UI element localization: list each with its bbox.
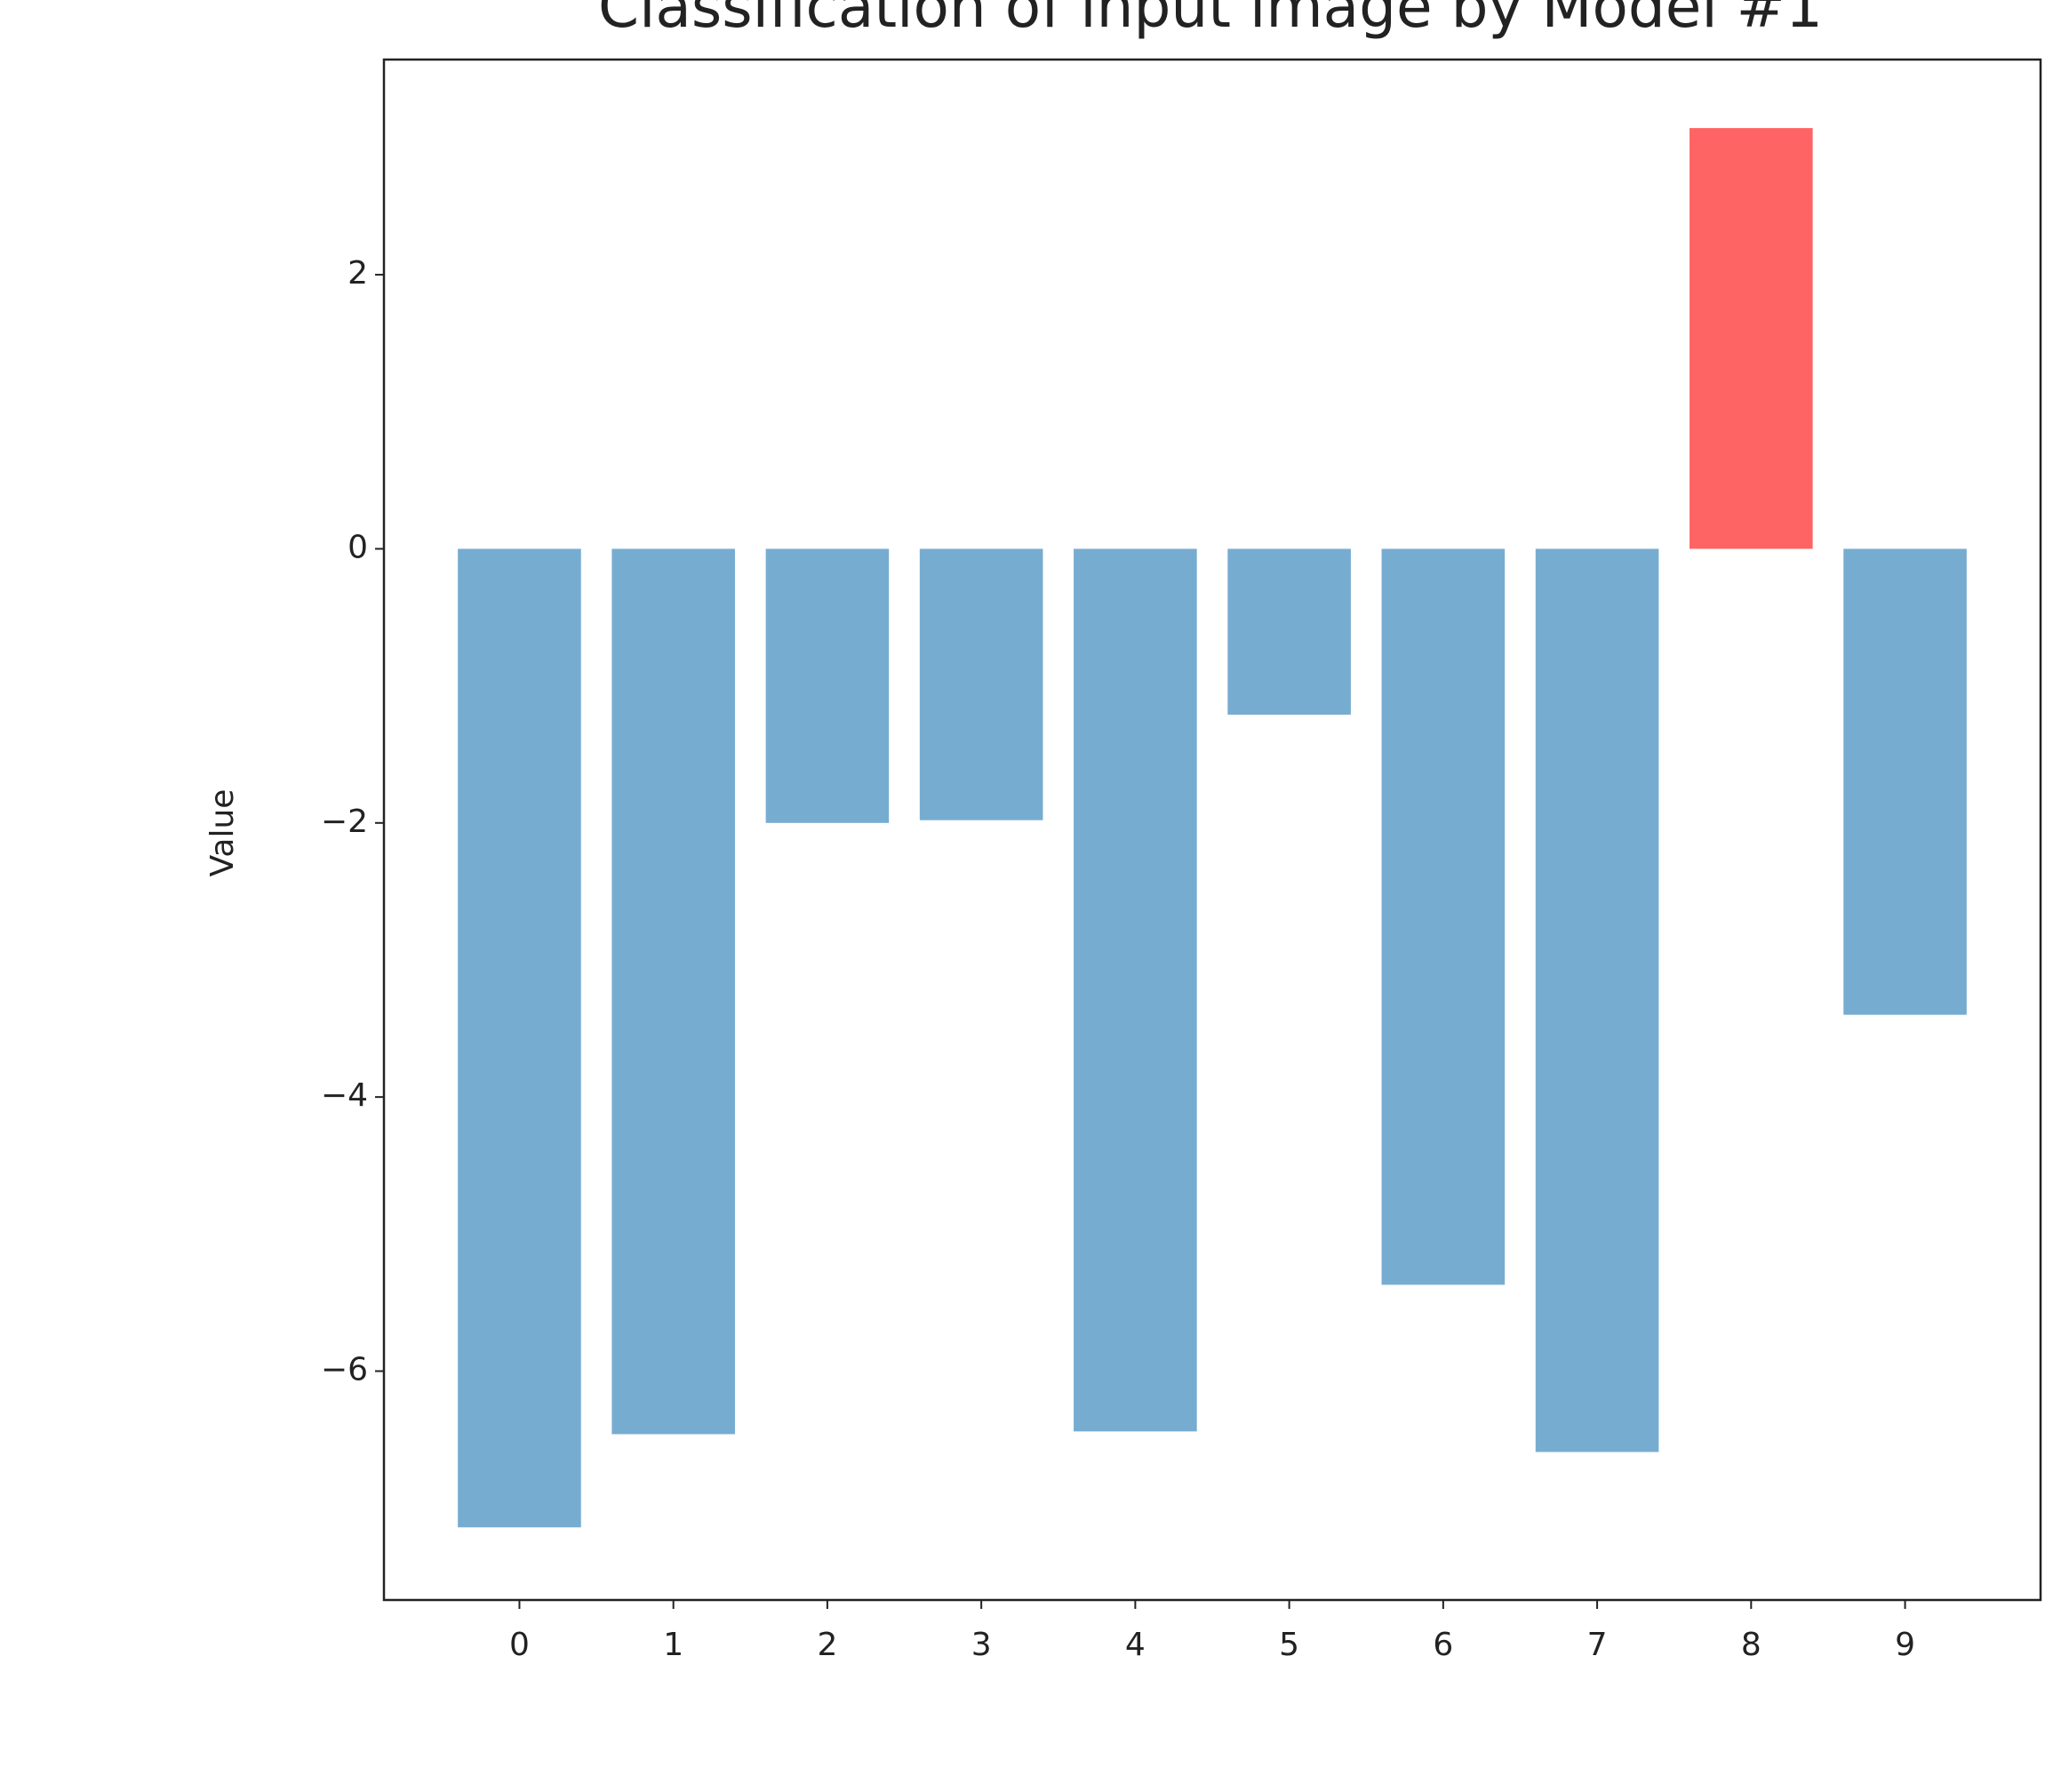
bar <box>1381 548 1506 1285</box>
y-tick-label: 0 <box>347 529 368 565</box>
bar <box>611 548 735 1435</box>
x-tick-label: 3 <box>971 1627 992 1663</box>
x-tick-label: 0 <box>509 1627 530 1663</box>
x-tick-label: 6 <box>1433 1627 1453 1663</box>
bar <box>1843 548 1967 1015</box>
x-tick-label: 1 <box>663 1627 683 1663</box>
y-tick-label: −2 <box>321 804 368 840</box>
y-axis-label: Value <box>204 789 241 877</box>
bar <box>919 548 1043 820</box>
bar <box>1690 128 1813 549</box>
bar <box>1074 548 1197 1432</box>
x-tick-label: 7 <box>1587 1627 1608 1663</box>
x-tick-label: 9 <box>1895 1627 1915 1663</box>
x-tick-label: 5 <box>1279 1627 1299 1663</box>
bar <box>458 548 581 1528</box>
x-tick-label: 8 <box>1741 1627 1761 1663</box>
bar <box>1535 548 1659 1452</box>
chart-title: Classification of input image by Model #… <box>598 0 1823 41</box>
bar <box>1227 548 1351 715</box>
x-tick-label: 4 <box>1125 1627 1146 1663</box>
bar <box>765 548 890 823</box>
x-tick-label: 2 <box>817 1627 837 1663</box>
y-tick-label: −4 <box>321 1077 368 1114</box>
y-tick-label: −6 <box>321 1352 368 1388</box>
y-tick-label: 2 <box>347 255 368 292</box>
plot-frame <box>382 58 2042 1602</box>
